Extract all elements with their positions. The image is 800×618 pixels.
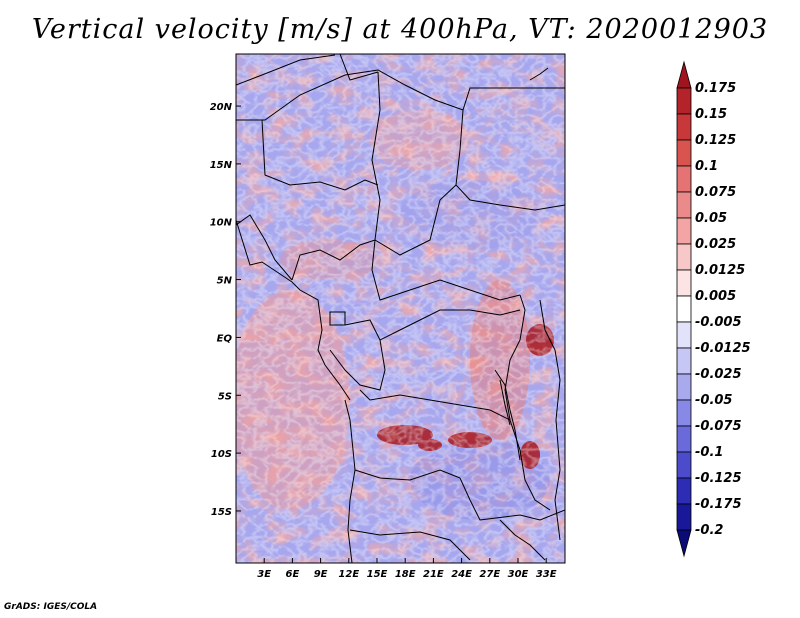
colorbar-label: 0.05 [695, 211, 727, 226]
colorbar-swatch [676, 373, 692, 401]
y-tick-label: 15N [210, 160, 233, 171]
x-tick-label: 33E [536, 569, 557, 580]
plot-area [236, 54, 565, 563]
colorbar-swatch [676, 503, 692, 531]
y-tick-label: 15S [211, 507, 232, 518]
x-tick-label: 15E [367, 569, 388, 580]
x-tick-label: 24E [451, 569, 472, 580]
y-axis: 20N 15N 10N 5N EQ 5S 10S 15S [210, 102, 241, 518]
colorbar-swatch [676, 191, 692, 219]
colorbar-swatch [676, 477, 692, 505]
colorbar-label: -0.025 [695, 367, 742, 382]
colorbar-swatch [676, 139, 692, 167]
colorbar-swatch [676, 451, 692, 479]
colorbar-swatch [676, 529, 692, 558]
colorbar-swatch [676, 425, 692, 453]
colorbar-label: 0.0125 [695, 263, 745, 278]
x-tick-label: 30E [508, 569, 529, 580]
colorbar-label: -0.05 [695, 393, 732, 408]
colorbar-label: -0.175 [695, 497, 742, 512]
colorbar-label: 0.175 [695, 81, 736, 96]
colorbar-label: 0.1 [695, 159, 718, 174]
colorbar-label: -0.075 [695, 419, 742, 434]
colorbar: 0.175 0.15 0.125 0.1 0.075 0.05 0.025 0.0125 0.0… [676, 60, 751, 558]
colorbar-label: -0.005 [695, 315, 742, 330]
chart-title: Vertical velocity [m/s] at 400hPa, VT: 2… [31, 14, 769, 45]
x-tick-label: 3E [257, 569, 271, 580]
x-tick-label: 18E [395, 569, 416, 580]
colorbar-label: -0.1 [695, 445, 723, 460]
colorbar-swatch [676, 347, 692, 375]
y-tick-label: 5N [217, 276, 233, 287]
y-tick-label: 20N [210, 102, 233, 113]
colorbar-swatch [676, 165, 692, 193]
x-tick-label: 9E [314, 569, 328, 580]
field-white-speckle [236, 54, 565, 563]
colorbar-label: -0.2 [695, 523, 723, 538]
y-tick-label: 10S [211, 449, 232, 460]
colorbar-swatch [676, 295, 692, 323]
x-tick-label: 27E [479, 569, 500, 580]
colorbar-swatch [676, 321, 692, 349]
footer-credit: GrADS: IGES/COLA [4, 602, 98, 612]
colorbar-swatch [676, 217, 692, 245]
plot-frame [235, 53, 566, 564]
colorbar-swatch [676, 87, 692, 115]
country-borders [236, 54, 565, 563]
y-tick-label: EQ [217, 333, 233, 344]
colorbar-label: 0.025 [695, 237, 736, 252]
x-axis: 3E 6E 9E 12E 15E 18E 21E 24E 27E 30E 33E [257, 558, 557, 580]
colorbar-swatch [676, 243, 692, 271]
colorbar-label: 0.15 [695, 107, 727, 122]
colorbar-label: 0.075 [695, 185, 736, 200]
colorbar-label: 0.125 [695, 133, 736, 148]
y-tick-label: 10N [210, 218, 233, 229]
colorbar-label: 0.005 [695, 289, 736, 304]
colorbar-swatch [676, 113, 692, 141]
x-tick-label: 21E [423, 569, 444, 580]
colorbar-label: -0.125 [695, 471, 742, 486]
colorbar-swatch [676, 60, 692, 89]
x-tick-label: 12E [338, 569, 359, 580]
colorbar-label: -0.0125 [695, 341, 751, 356]
colorbar-swatch [676, 399, 692, 427]
colorbar-swatch [676, 269, 692, 297]
y-tick-label: 5S [218, 391, 232, 402]
x-tick-label: 6E [286, 569, 300, 580]
